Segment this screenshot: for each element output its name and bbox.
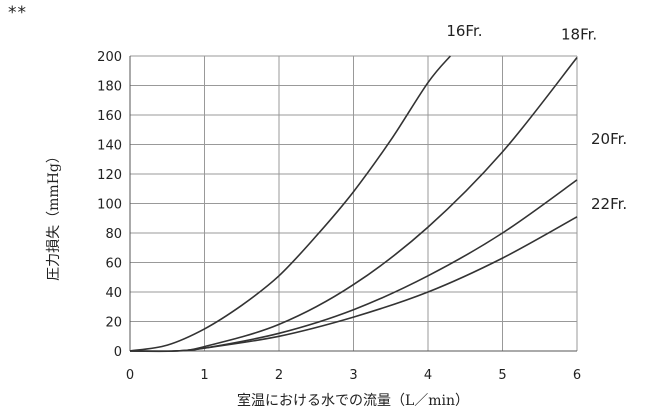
y-tick-label: 120	[97, 168, 122, 183]
y-tick-label: 0	[114, 345, 122, 360]
x-tick-label: 6	[573, 368, 581, 383]
y-tick-label: 60	[105, 257, 122, 272]
y-tick-label: 80	[105, 227, 122, 242]
series-label-20fr: 20Fr.	[591, 130, 627, 148]
x-tick-label: 4	[424, 368, 432, 383]
x-axis-title: 室温における水での流量（L／min）	[237, 392, 469, 409]
footnote-marker: **	[8, 3, 27, 23]
y-tick-label: 40	[105, 286, 122, 301]
series-label-16fr: 16Fr.	[446, 22, 482, 40]
grid	[130, 55, 578, 351]
y-tick-label: 160	[97, 109, 122, 124]
tick-labels: 0 20 40 60 80 100 120 140 160 180 200 0 1 2 3 4 5 6	[97, 50, 581, 383]
x-tick-label: 0	[126, 368, 134, 383]
axes	[129, 56, 577, 352]
series-line-22fr	[129, 216, 578, 353]
series-label-22fr: 22Fr.	[591, 195, 627, 213]
y-tick-label: 200	[97, 50, 122, 65]
x-tick-label: 2	[275, 368, 283, 383]
x-tick-label: 5	[498, 368, 506, 383]
y-tick-label: 100	[97, 198, 122, 213]
y-tick-label: 140	[97, 139, 122, 154]
y-tick-label: 180	[97, 80, 122, 95]
y-axis-title: 圧力損失（mmHg）	[46, 149, 62, 281]
series-line-16fr	[129, 55, 452, 352]
series-label-18fr: 18Fr.	[561, 25, 597, 43]
x-tick-label: 3	[349, 368, 357, 383]
series: 16Fr. 18Fr. 20Fr. 22Fr.	[129, 22, 627, 353]
y-tick-label: 20	[105, 316, 122, 331]
x-tick-label: 1	[200, 368, 208, 383]
